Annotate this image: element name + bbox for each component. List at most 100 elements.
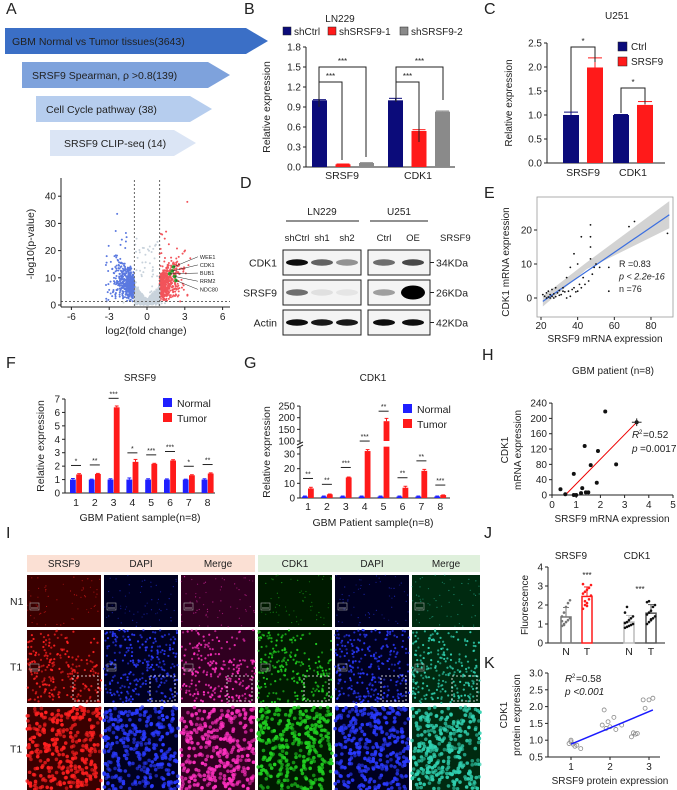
cell-signal xyxy=(33,671,36,674)
cell-signal xyxy=(401,679,404,682)
image-background xyxy=(104,575,178,627)
cell-signal xyxy=(440,701,443,704)
bar-Tumor xyxy=(402,487,409,498)
volcano-point xyxy=(144,253,147,256)
cell-signal xyxy=(108,682,112,686)
data-point xyxy=(560,293,563,296)
cell-signal xyxy=(172,635,175,639)
significance-label: ** xyxy=(381,404,387,411)
cell-signal xyxy=(383,678,386,681)
cell-signal xyxy=(120,622,122,624)
cell-signal xyxy=(449,653,453,656)
cell-signal xyxy=(132,673,135,676)
cell-signal xyxy=(316,619,318,621)
cell-signal xyxy=(406,663,409,666)
y-tick-label: 0.5 xyxy=(528,135,542,146)
scale-bar-box xyxy=(337,663,348,672)
volcano-point xyxy=(122,301,125,304)
cell-signal xyxy=(277,633,280,636)
cell-signal xyxy=(472,641,476,644)
cell-signal xyxy=(349,638,352,642)
cell-signal xyxy=(207,654,210,657)
cell-signal xyxy=(174,655,177,658)
volcano-point xyxy=(165,280,168,283)
volcano-point xyxy=(123,264,126,267)
bar-Tumor xyxy=(364,451,371,498)
fluorescence-image xyxy=(334,628,411,704)
volcano-point xyxy=(176,282,179,285)
gene-label: CDK1 xyxy=(200,263,215,269)
volcano-point xyxy=(119,287,122,290)
panel-label-F: F xyxy=(6,355,16,372)
cell-signal xyxy=(82,682,85,686)
cell-signal xyxy=(272,666,276,669)
cell-signal xyxy=(135,678,138,681)
volcano-point xyxy=(170,259,173,262)
cell-signal xyxy=(468,697,472,700)
volcano-point xyxy=(165,276,168,279)
cell-signal xyxy=(42,645,45,649)
volcano-point xyxy=(174,290,177,293)
cell-signal xyxy=(93,637,96,640)
y-axis-title: CDK1 mRNA expression xyxy=(501,207,512,316)
cell-signal xyxy=(354,660,357,663)
cell-signal xyxy=(50,669,54,672)
cell-signal xyxy=(259,636,262,639)
volcano-point xyxy=(154,292,157,295)
bar-Normal xyxy=(107,479,114,493)
volcano-point xyxy=(165,272,168,275)
cell-signal xyxy=(146,666,149,669)
cell-signal xyxy=(106,691,109,694)
cell-signal xyxy=(194,596,197,598)
column-header: Merge xyxy=(204,559,233,570)
cell-signal xyxy=(157,658,160,661)
volcano-point xyxy=(156,240,159,243)
cell-signal xyxy=(49,679,53,682)
data-point xyxy=(552,293,555,295)
cell-signal xyxy=(389,653,392,656)
cell-signal xyxy=(197,657,200,660)
cell-signal xyxy=(160,610,162,612)
volcano-point xyxy=(167,297,170,300)
cell-signal xyxy=(418,699,421,703)
cell-signal xyxy=(44,611,47,613)
volcano-point xyxy=(128,286,131,289)
volcano-point xyxy=(140,292,143,295)
cell-signal xyxy=(320,701,324,704)
bar-Tumor xyxy=(421,470,428,498)
cell-signal xyxy=(190,679,193,682)
cell-signal xyxy=(293,700,296,703)
cell-signal xyxy=(434,630,437,633)
cell-signal xyxy=(208,647,212,650)
legend-swatch xyxy=(163,413,172,422)
cell-signal xyxy=(400,582,402,584)
cell-signal xyxy=(112,692,116,695)
volcano-point xyxy=(109,260,112,263)
cell-signal xyxy=(365,633,368,636)
cell-signal xyxy=(205,673,208,676)
cell-signal xyxy=(181,620,183,623)
cell-signal xyxy=(193,692,196,696)
cell-signal xyxy=(380,654,383,657)
cell-signal xyxy=(188,689,191,692)
volcano-point xyxy=(138,251,141,254)
significance-label: * xyxy=(631,78,634,87)
cell-signal xyxy=(67,675,70,678)
cell-signal xyxy=(309,593,311,596)
volcano-point xyxy=(119,243,122,246)
y-axis-title: mRNA expression xyxy=(513,410,524,490)
cell-signal xyxy=(116,681,119,684)
cell-signal xyxy=(334,665,337,668)
cell-signal xyxy=(117,617,119,619)
cell-signal xyxy=(257,631,260,635)
cell-signal xyxy=(239,599,241,601)
size-label: 34KDa xyxy=(436,258,468,270)
volcano-point xyxy=(162,290,165,293)
legend-swatch xyxy=(327,26,337,36)
volcano-point xyxy=(172,262,175,265)
cell-signal xyxy=(133,633,136,637)
cell-signal xyxy=(436,696,439,700)
volcano-point xyxy=(119,265,122,268)
cell-signal xyxy=(292,636,295,639)
cell-signal xyxy=(244,697,247,700)
